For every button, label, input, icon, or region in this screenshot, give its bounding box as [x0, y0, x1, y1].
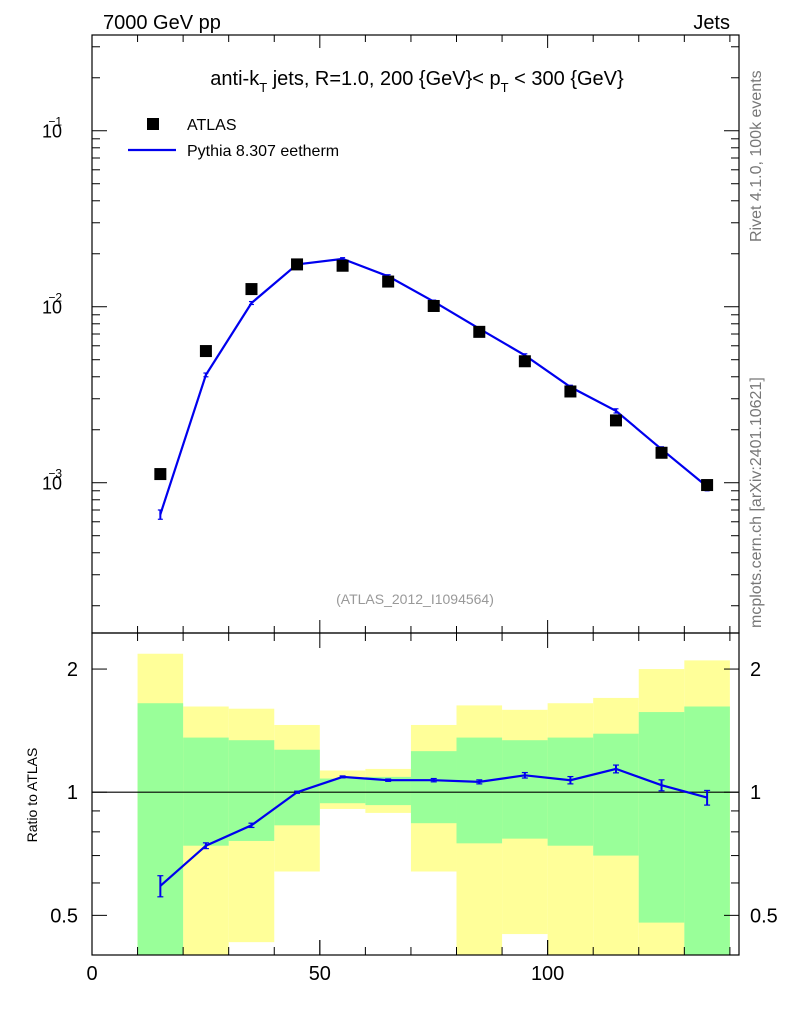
atlas-point	[154, 468, 167, 481]
main-ytick-exponent: −1	[48, 115, 62, 129]
main-ytick-exponent: −3	[48, 467, 62, 481]
mc-curve	[159, 257, 708, 515]
uncertainty-band-inner	[593, 733, 639, 856]
atlas-point	[473, 325, 486, 338]
legend-mc-label: Pythia 8.307 eetherm	[187, 143, 339, 160]
main-ytick-label: 10−1	[42, 115, 62, 142]
ratio-xtick-label: 50	[309, 963, 331, 985]
ratio-ytick-label-left: 2	[67, 659, 78, 681]
ratio-ytick-label-left: 0.5	[50, 905, 78, 927]
main-ytick-label: 10−3	[42, 467, 62, 494]
main-ytick-label: 10−2	[42, 291, 62, 318]
main-plot: 10−1 10−2 10−3 anti-kT jets, R=1.0, 200 {G…	[42, 34, 740, 634]
header-right: Jets	[693, 12, 730, 34]
atlas-point	[199, 345, 212, 358]
uncertainty-band-inner	[410, 751, 457, 824]
ratio-ylabel: Ratio to ATLAS	[24, 748, 40, 843]
ratio-ytick-label-right: 2	[750, 659, 761, 681]
atlas-point	[564, 385, 577, 398]
ratio-xtick-label: 0	[86, 963, 97, 985]
uncertainty-band-inner	[502, 740, 548, 839]
atlas-point	[245, 283, 258, 296]
rivet-label: Rivet 4.1.0, 100k events	[748, 70, 765, 242]
atlas-point	[609, 414, 622, 427]
legend: ATLAS Pythia 8.307 eetherm	[128, 117, 339, 160]
atlas-point	[518, 355, 531, 368]
ratio-ytick-label-right: 1	[750, 782, 761, 804]
header-left: 7000 GeV pp	[103, 12, 221, 34]
main-ytick-exponent: −2	[48, 291, 62, 305]
atlas-point	[427, 299, 440, 312]
ratio-ytick-label-right: 0.5	[750, 905, 778, 927]
atlas-point	[701, 479, 714, 492]
site-label: mcplots.cern.ch [arXiv:2401.10621]	[748, 377, 765, 628]
main-title: anti-kT jets, R=1.0, 200 {GeV}< pT < 300…	[210, 68, 624, 95]
ratio-xtick-label: 100	[531, 963, 564, 985]
uncertainty-band-inner	[684, 706, 730, 955]
atlas-point	[291, 258, 304, 271]
legend-data-marker	[147, 118, 159, 130]
atlas-point	[655, 446, 668, 459]
legend-data-label: ATLAS	[187, 117, 237, 134]
uncertainty-band-inner	[638, 712, 685, 923]
uncertainty-band-inner	[137, 703, 184, 955]
ratio-frame	[91, 632, 740, 956]
ratio-ytick-label-left: 1	[67, 782, 78, 804]
uncertainty-band-inner	[456, 737, 503, 844]
analysis-reference: (ATLAS_2012_I1094564)	[336, 591, 494, 607]
atlas-point	[336, 259, 349, 272]
ratio-plot: 0 50 100 0.5 0.5 1 1 2 2 Ratio to ATLAS	[24, 632, 778, 985]
atlas-point	[382, 275, 395, 288]
